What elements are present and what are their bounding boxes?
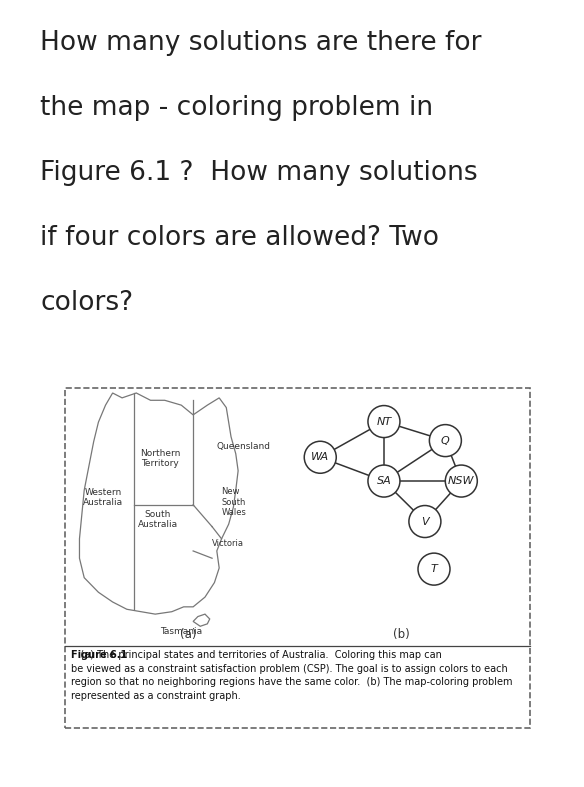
Text: colors?: colors?: [40, 290, 133, 316]
Circle shape: [445, 465, 477, 497]
Text: New
South
Wales: New South Wales: [221, 487, 246, 517]
Text: How many solutions are there for: How many solutions are there for: [40, 30, 481, 56]
Circle shape: [368, 465, 400, 497]
Text: V: V: [421, 516, 429, 527]
Text: NSW: NSW: [448, 476, 475, 486]
Text: South
Australia: South Australia: [138, 510, 178, 529]
Text: (b): (b): [393, 628, 409, 641]
Text: Figure 6.1 ?  How many solutions: Figure 6.1 ? How many solutions: [40, 160, 478, 186]
Text: Western
Australia: Western Australia: [83, 488, 123, 507]
Text: Victoria: Victoria: [212, 539, 244, 549]
Text: Northern
Territory: Northern Territory: [140, 449, 180, 468]
Text: the map - coloring problem in: the map - coloring problem in: [40, 95, 433, 121]
Text: Figure 6.1: Figure 6.1: [71, 650, 127, 660]
Circle shape: [409, 505, 441, 538]
Text: NT: NT: [376, 416, 391, 427]
Text: T: T: [430, 564, 437, 575]
Circle shape: [304, 442, 336, 473]
Circle shape: [429, 425, 461, 456]
Text: (a): (a): [180, 628, 197, 641]
Text: Queensland: Queensland: [217, 442, 271, 451]
Text: (a) The principal states and territories of Australia.  Coloring this map can
be: (a) The principal states and territories…: [71, 650, 513, 700]
Circle shape: [368, 405, 400, 438]
Text: Tasmania: Tasmania: [160, 626, 203, 636]
FancyBboxPatch shape: [65, 388, 530, 728]
Text: WA: WA: [311, 453, 329, 462]
Circle shape: [418, 553, 450, 585]
Text: Q: Q: [441, 435, 450, 445]
Text: if four colors are allowed? Two: if four colors are allowed? Two: [40, 225, 439, 251]
Text: SA: SA: [377, 476, 391, 486]
